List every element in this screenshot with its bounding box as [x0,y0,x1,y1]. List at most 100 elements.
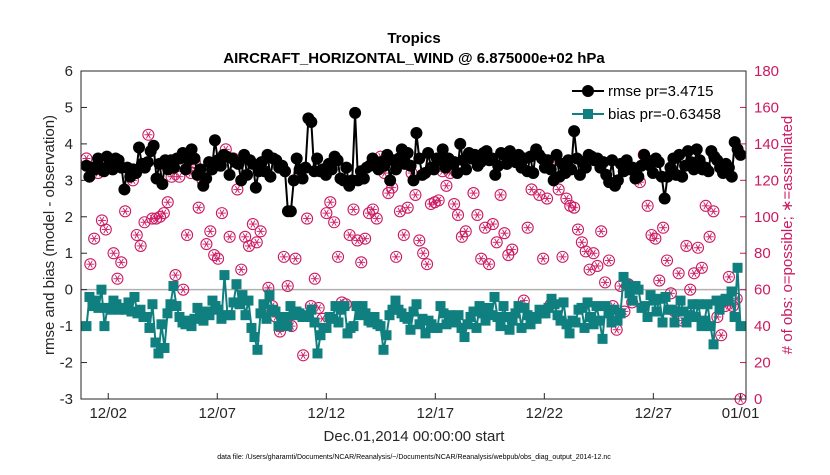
rmse-point [568,125,581,138]
obs-count-point [498,227,511,240]
bias-point [321,322,332,333]
bias-point [165,299,176,310]
bias-point [510,308,521,319]
y-right-tick-label: 60 [754,282,771,299]
bias-point [723,295,734,306]
bias-point [381,330,392,341]
bias-point [561,319,572,330]
rmse-point [311,152,324,165]
obs-count-point [223,230,236,243]
obs-count-point [297,349,310,362]
obs-count-point [235,263,248,276]
bias-point [333,317,344,328]
rmse-point [401,147,414,159]
bias-point [711,295,722,306]
bias-point [483,302,494,313]
obs-count-point [390,250,403,263]
x-tick-label: 01/01 [722,405,760,422]
bias-point [348,321,359,332]
bias-point [504,324,515,335]
bias-point [675,295,686,306]
y-axis-label: rmse and bias (model - observation) [41,115,58,355]
rmse-point [702,165,715,178]
bias-point [546,293,557,304]
obs-count-point [161,196,174,209]
bias-point [273,321,284,332]
bias-point [81,321,92,332]
bias-point [375,321,386,332]
data-file-note: data file: /Users/gharamti/Documents/NCA… [217,454,611,461]
bias-point [225,310,236,321]
obs-count-point [181,228,194,242]
bias-point [480,315,491,326]
legend-bias-marker [583,109,593,119]
bias-point [615,308,626,319]
bias-point [147,299,158,310]
rmse-point [284,205,297,218]
bias-point [156,319,167,330]
bias-point [651,306,662,317]
rmse-point [541,154,554,167]
obs-count-point [471,208,484,222]
obs-count-point [579,245,592,258]
obs-count-point [173,170,186,183]
bias-point [489,291,500,302]
bias-point [327,313,338,324]
x-tick-label: 12/17 [417,405,455,422]
bias-point [270,306,281,317]
obs-count-point [281,279,294,293]
bias-point [198,315,209,326]
y-axis-right-label: # of obs: o=possible; ∗=assimilated [779,116,796,355]
obs-count-point [409,188,422,201]
obs-count-point [242,239,256,252]
bias-point [462,319,473,330]
obs-count-point [308,272,321,285]
obs-count-point [494,188,507,201]
x-tick-label: 12/22 [526,405,564,422]
legend-rmse-label: rmse pr=3.4715 [608,83,713,100]
obs-count-point [355,256,368,269]
obs-count-point [142,128,155,141]
bias-point [582,297,593,308]
bias-point [594,315,605,326]
bias-point [729,312,740,322]
bias-point [513,301,524,312]
bias-point [243,295,254,306]
rmse-point [422,147,435,159]
bias-point [279,312,290,322]
obs-count-point [130,228,143,242]
rmse-point [389,163,402,176]
obs-count-point [351,234,364,247]
rmse-point [579,161,592,174]
rmse-point [118,183,131,196]
obs-count-point [482,258,496,271]
rmse-point [357,172,370,185]
bias-point [555,315,566,326]
y-tick-label: -2 [60,355,73,372]
bias-point [645,290,656,301]
bias-point [330,301,341,312]
x-tick-label: 12/07 [198,405,236,422]
rmse-point [690,143,703,156]
legend-box [566,79,739,125]
bias-point [435,301,446,312]
x-tick-label: 12/02 [89,405,127,422]
obs-count-point [595,225,608,238]
bias-point [249,332,260,343]
bias-point [612,315,623,326]
obs-count-point [556,250,569,263]
bias-point [258,299,269,310]
obs-count-point [401,201,414,214]
rmse-point [147,139,160,152]
bias-point [159,342,170,353]
bias-point [183,315,194,326]
rmse-point [188,152,201,165]
obs-count-point [467,187,480,200]
bias-point [501,312,512,322]
bias-point [552,310,563,321]
bias-point [507,315,518,326]
rmse-point [133,141,146,154]
bias-point [168,281,179,292]
rmse-point [489,168,502,181]
bias-point [522,310,533,321]
